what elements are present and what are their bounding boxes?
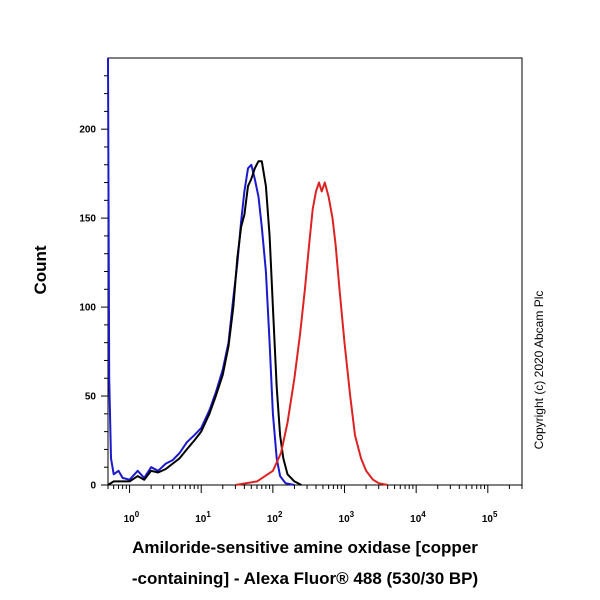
y-tick-label: 50 — [85, 392, 97, 403]
x-tick-label: 100 — [124, 510, 140, 525]
x-axis-label-line-1: Amiloride-sensitive amine oxidase [coppe… — [132, 538, 478, 557]
y-axis: 0 50 100 150 200 — [79, 75, 108, 492]
y-tick-label: 150 — [79, 214, 96, 225]
y-axis-label: Count — [31, 245, 50, 294]
x-axis: 100 101 102 103 104 105 — [107, 485, 523, 525]
x-tick-label: 101 — [195, 510, 211, 525]
x-tick-label: 102 — [267, 510, 283, 525]
plot-frame — [107, 57, 523, 486]
y-tick-label: 0 — [90, 481, 96, 492]
x-tick-label: 104 — [410, 510, 426, 525]
series-line-2 — [107, 160, 302, 486]
x-axis-label-line-2: -containing] - Alexa Fluor® 488 (530/30 … — [132, 569, 478, 588]
series-line-1 — [107, 57, 295, 486]
series-group — [107, 57, 388, 486]
x-tick-label: 105 — [482, 510, 498, 525]
series-line-3 — [235, 181, 388, 486]
y-tick-label: 200 — [79, 125, 96, 136]
copyright-text: Copyright (c) 2020 Abcam Plc — [532, 291, 546, 450]
y-tick-label: 100 — [79, 303, 96, 314]
x-tick-label: 103 — [339, 510, 355, 525]
